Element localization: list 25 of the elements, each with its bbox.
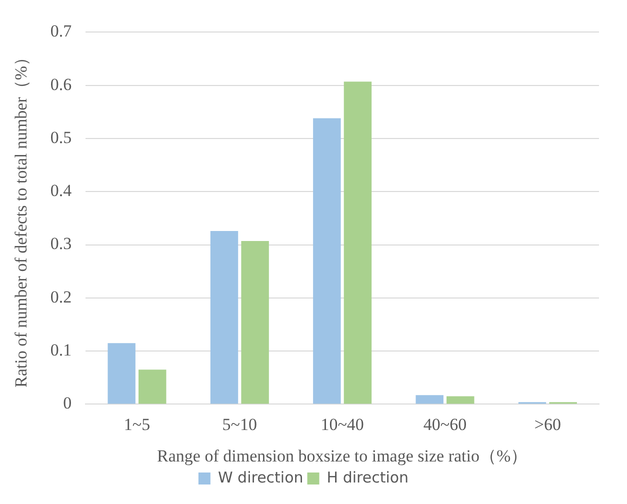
y-tick-label: 0.1 <box>50 340 72 360</box>
bar <box>446 396 474 404</box>
x-tick-label: 5~10 <box>222 414 258 434</box>
x-tick-label: 1~5 <box>124 414 150 434</box>
y-tick-label: 0.4 <box>50 181 72 200</box>
bar <box>138 370 166 404</box>
bar <box>416 395 444 404</box>
bar <box>241 241 269 404</box>
legend-label: H direction <box>326 468 409 486</box>
x-tick-label: 40~60 <box>423 414 467 434</box>
y-tick-label: 0.3 <box>50 234 72 254</box>
bar <box>210 230 238 404</box>
x-tick-label: 10~40 <box>320 414 364 434</box>
y-tick-label: 0.5 <box>50 128 72 147</box>
legend-label: W direction <box>218 468 304 486</box>
x-axis-title: Range of dimension boxsize to image size ratio（%） <box>157 446 528 466</box>
y-axis-title: Ratio of number of defects to total number（%） <box>12 48 31 388</box>
y-tick-label: 0.6 <box>50 74 72 94</box>
bar <box>108 343 136 404</box>
y-tick-label: 0.7 <box>50 22 72 41</box>
bar <box>313 118 341 404</box>
y-tick-label: 0.2 <box>50 287 72 306</box>
bar <box>344 82 372 404</box>
x-tick-label: >60 <box>534 414 561 434</box>
y-tick-label: 0 <box>63 394 72 413</box>
